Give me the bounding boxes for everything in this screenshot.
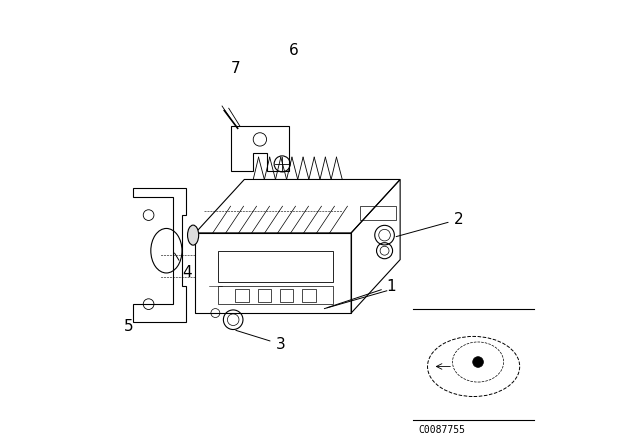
Text: 5: 5 xyxy=(124,319,134,334)
Text: 1: 1 xyxy=(327,279,396,308)
Text: 2: 2 xyxy=(396,212,463,237)
Text: 3: 3 xyxy=(236,330,285,352)
Text: 4: 4 xyxy=(175,253,191,280)
Text: C0087755: C0087755 xyxy=(418,425,465,435)
Circle shape xyxy=(473,357,483,367)
Ellipse shape xyxy=(188,225,198,245)
Text: 7: 7 xyxy=(231,60,241,76)
Text: 6: 6 xyxy=(289,43,299,58)
